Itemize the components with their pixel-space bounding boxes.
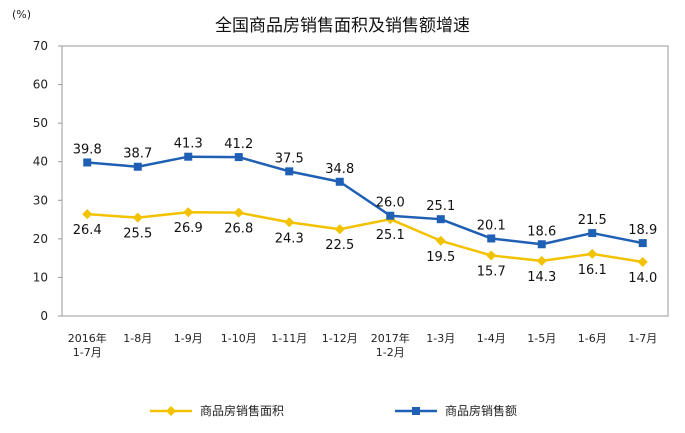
data-point-square <box>638 239 647 248</box>
y-tick-label: 70 <box>33 39 48 53</box>
legend-label: 商品房销售额 <box>445 403 517 418</box>
x-tick-label-line: 2017年 <box>371 331 410 345</box>
x-tick-label-line: 1-12月 <box>322 332 358 345</box>
data-label: 26.8 <box>224 222 253 237</box>
x-tick-label-line: 1-11月 <box>271 332 307 345</box>
data-point-square <box>234 153 243 162</box>
y-tick-label: 40 <box>33 155 48 169</box>
data-point-diamond <box>284 217 295 228</box>
x-tick-label-line: 1-10月 <box>221 332 257 345</box>
data-point-square <box>588 229 597 238</box>
data-point-square <box>436 215 445 224</box>
series-line-1 <box>87 210 643 264</box>
data-label: 41.2 <box>224 137 253 152</box>
data-label: 41.3 <box>174 137 203 152</box>
x-tick-label: 2016年 1-7月 <box>68 331 107 359</box>
x-tick-label-line: 1-5月 <box>527 332 556 345</box>
legend-marker-square <box>412 407 420 415</box>
data-point-diamond <box>486 250 497 261</box>
y-axis-unit: (%) <box>12 8 32 21</box>
data-label: 24.3 <box>275 231 304 246</box>
data-point-diamond <box>334 224 345 235</box>
data-label: 15.7 <box>477 264 506 279</box>
y-tick-label: 20 <box>33 232 48 246</box>
data-label: 14.3 <box>527 270 556 285</box>
legend-marker-diamond <box>166 406 176 416</box>
data-point-diamond <box>233 207 244 218</box>
data-label: 25.5 <box>123 227 152 242</box>
y-tick-label: 60 <box>33 78 48 92</box>
data-point-square <box>285 167 294 176</box>
data-point-square <box>386 211 395 220</box>
y-tick-label: 10 <box>33 270 48 284</box>
data-point-square <box>335 177 344 186</box>
legend-item-1: 商品房销售面积 <box>150 403 284 418</box>
x-tick-label: 1-3月 <box>426 332 455 345</box>
x-tick-label-line: 1-4月 <box>477 332 506 345</box>
data-label: 18.6 <box>527 224 556 239</box>
data-label: 22.5 <box>325 238 354 253</box>
x-tick-label-line: 1-3月 <box>426 332 455 345</box>
data-point-diamond <box>435 235 446 246</box>
x-tick-label: 2017年 1-2月 <box>371 331 410 359</box>
x-tick-label: 1-11月 <box>271 332 307 345</box>
data-point-diamond <box>536 255 547 266</box>
data-point-diamond <box>132 212 143 223</box>
x-tick-label-line: 1-9月 <box>174 332 203 345</box>
data-point-square <box>184 152 193 161</box>
x-tick-label: 1-9月 <box>174 332 203 345</box>
data-point-square <box>537 240 546 249</box>
data-point-diamond <box>82 209 93 220</box>
data-point-diamond <box>637 257 648 267</box>
x-tick-label: 1-6月 <box>578 332 607 345</box>
x-tick-label: 1-5月 <box>527 332 556 345</box>
data-label: 16.1 <box>578 263 607 278</box>
y-tick-label: 50 <box>33 116 48 130</box>
x-tick-label-line: 1-6月 <box>578 332 607 345</box>
data-label: 20.1 <box>477 218 506 233</box>
plot-frame <box>61 45 669 317</box>
legend-item-2: 商品房销售额 <box>395 403 517 418</box>
data-point-diamond <box>183 207 194 218</box>
x-tick-label: 1-12月 <box>322 332 358 345</box>
y-tick-label: 30 <box>33 193 48 207</box>
data-point-square <box>487 234 496 243</box>
data-label: 18.9 <box>628 223 657 238</box>
data-point-diamond <box>587 248 598 259</box>
data-label: 37.5 <box>275 151 304 166</box>
x-tick-label-line: 1-7月 <box>628 332 657 345</box>
x-tick-label: 1-7月 <box>628 332 657 345</box>
data-label: 14.0 <box>628 271 657 286</box>
data-label: 25.1 <box>426 199 455 214</box>
data-point-square <box>83 158 92 167</box>
x-tick-label: 1-10月 <box>221 332 257 345</box>
x-tick-label-line: 1-8月 <box>123 332 152 345</box>
chart-title: 全国商品房销售面积及销售额增速 <box>215 16 470 36</box>
data-label: 26.0 <box>376 196 405 211</box>
data-label: 39.8 <box>73 142 102 157</box>
legend-label: 商品房销售面积 <box>200 403 284 418</box>
data-label: 34.8 <box>325 162 354 177</box>
x-tick-label-line: 2016年 <box>68 331 107 345</box>
data-label: 26.9 <box>174 221 203 236</box>
x-tick-label: 1-8月 <box>123 332 152 345</box>
data-label: 38.7 <box>123 147 152 162</box>
data-label: 25.1 <box>376 228 405 243</box>
data-label: 21.5 <box>578 213 607 228</box>
x-tick-label: 1-4月 <box>477 332 506 345</box>
y-tick-label: 0 <box>40 309 48 323</box>
x-tick-label-line: 1-7月 <box>73 346 102 359</box>
series-line-2 <box>87 155 643 246</box>
x-tick-label-line: 1-2月 <box>376 346 405 359</box>
data-label: 19.5 <box>426 250 455 265</box>
data-label: 26.4 <box>73 223 102 238</box>
data-point-square <box>133 162 142 171</box>
